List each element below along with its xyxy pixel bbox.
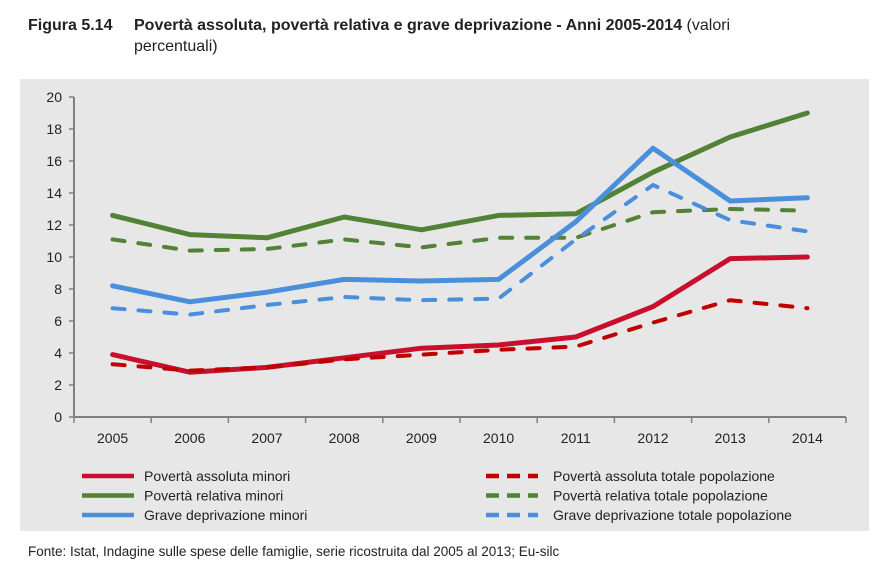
series-line-5 [110, 145, 810, 305]
y-tick-label: 20 [46, 89, 62, 105]
x-tick-label: 2007 [251, 430, 282, 446]
x-tick-label: 2012 [637, 430, 668, 446]
series-line-3 [110, 110, 810, 241]
line-chart: 0 2 4 6 8 10 12 14 16 18 20 2005 2006 2007 2008 2009 201… [46, 89, 847, 523]
legend-label: Povertà relativa minori [144, 488, 283, 504]
legend-label: Grave deprivazione totale popolazione [553, 507, 792, 523]
series-line-2 [110, 298, 810, 373]
y-tick-label: 2 [54, 377, 62, 393]
series-line-1 [110, 254, 810, 375]
y-tick-label: 16 [46, 153, 62, 169]
y-tick-label: 8 [54, 281, 62, 297]
legend-label: Grave deprivazione minori [144, 507, 307, 523]
x-tick-label: 2009 [406, 430, 437, 446]
legend-label: Povertà assoluta minori [144, 468, 290, 484]
legend-label: Povertà assoluta totale popolazione [553, 468, 775, 484]
source-note: Fonte: Istat, Indagine sulle spese delle… [28, 544, 560, 559]
x-tick-label: 2013 [715, 430, 746, 446]
figure-number: Figura 5.14 [28, 17, 113, 34]
x-tick-label: 2008 [329, 430, 360, 446]
y-tick-label: 10 [46, 249, 62, 265]
y-tick-label: 4 [54, 345, 62, 361]
series-line-6 [110, 183, 810, 317]
figure-note-cont: percentuali) [134, 38, 218, 55]
series-line-4 [110, 207, 810, 253]
figure-title: Figura 5.14 Povertà assoluta, povertà rel… [28, 15, 828, 57]
y-tick-label: 12 [46, 217, 62, 233]
y-tick-label: 0 [54, 409, 62, 425]
figure-note: (valori [686, 17, 731, 34]
x-tick-label: 2011 [561, 430, 591, 446]
x-tick-label: 2014 [792, 430, 823, 446]
chart-panel: 0 2 4 6 8 10 12 14 16 18 20 2005 2006 2007 2008 2009 201… [20, 79, 869, 531]
legend-label: Povertà relativa totale popolazione [553, 488, 768, 504]
figure-main-title: Povertà assoluta, povertà relativa e gra… [134, 17, 683, 34]
y-tick-label: 6 [54, 313, 62, 329]
y-tick-label: 14 [46, 185, 62, 201]
x-tick-label: 2006 [174, 430, 205, 446]
x-tick-label: 2010 [483, 430, 514, 446]
x-tick-label: 2005 [97, 430, 128, 446]
y-tick-label: 18 [46, 121, 62, 137]
